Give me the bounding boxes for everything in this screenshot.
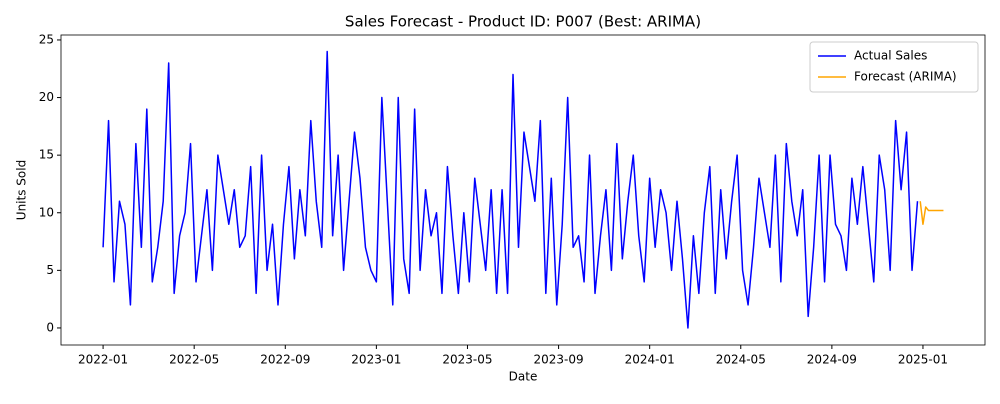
plot-frame [60,34,986,346]
y-tick-label: 10 [39,205,54,219]
y-tick-label: 15 [39,148,54,162]
y-tick-label: 5 [46,263,54,277]
x-tick-label: 2022-09 [260,353,310,367]
x-tick-label: 2024-09 [807,353,857,367]
x-axis-label: Date [509,370,538,384]
x-tick-label: 2023-01 [351,353,401,367]
x-tick-label: 2023-09 [534,353,584,367]
y-tick-label: 0 [46,320,54,334]
legend: Actual Sales Forecast (ARIMA) [809,41,979,93]
x-tick-label: 2024-01 [625,353,675,367]
x-tick-label: 2023-05 [442,353,492,367]
x-tick-label: 2022-01 [78,353,128,367]
x-tick-label: 2024-05 [716,353,766,367]
x-tick-label: 2025-01 [898,353,948,367]
series-line [102,50,919,329]
y-tick-label: 20 [39,90,54,104]
x-tick-label: 2022-05 [169,353,219,367]
legend-label: Actual Sales [854,49,927,63]
legend-box [809,41,979,93]
chart-title: Sales Forecast - Product ID: P007 (Best:… [345,13,701,31]
legend-label: Forecast (ARIMA) [854,70,957,84]
series-line [919,201,944,226]
y-axis-label: Units Sold [15,160,29,220]
y-tick-label: 25 [39,32,54,46]
